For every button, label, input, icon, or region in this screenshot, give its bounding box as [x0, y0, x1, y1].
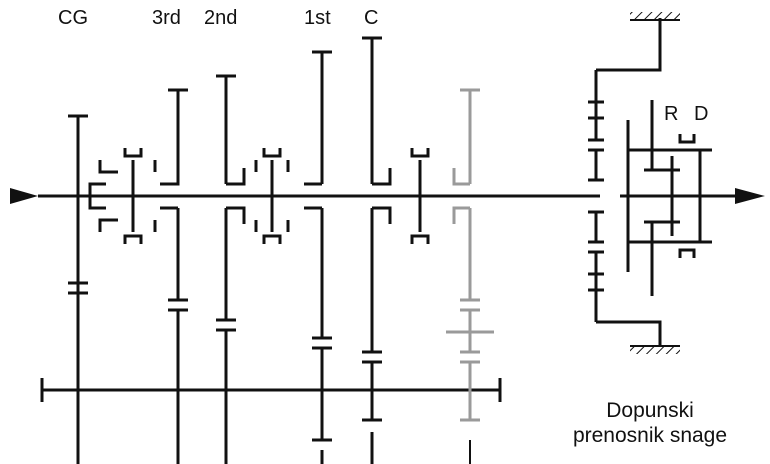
caption-line-2: prenosnik snage — [572, 424, 728, 448]
label-cg: CG — [58, 7, 88, 29]
label-d: D — [694, 103, 709, 125]
label-c: C — [364, 7, 379, 29]
caption: Dopunski prenosnik snage — [532, 398, 768, 448]
output-arrow — [735, 188, 765, 204]
synchronizer-3 — [410, 148, 430, 244]
planetary-unit — [588, 18, 712, 346]
input-arrow — [10, 188, 38, 204]
label-first: 1st — [304, 7, 331, 29]
gear-second — [216, 74, 246, 464]
label-third: 3rd — [152, 7, 181, 29]
gear-third — [160, 88, 188, 464]
gear-inactive — [446, 88, 494, 422]
caption-line-1: Dopunski — [606, 399, 694, 422]
gear-cg — [68, 114, 106, 464]
label-r: R — [664, 103, 679, 125]
synchronizer-1 — [98, 148, 157, 244]
gear-c — [362, 36, 392, 464]
gear-first — [304, 50, 332, 464]
housing-hatch-bottom — [630, 346, 680, 354]
housing-hatch-top — [630, 12, 680, 20]
synchronizer-2 — [254, 148, 290, 244]
label-second: 2nd — [204, 7, 238, 29]
